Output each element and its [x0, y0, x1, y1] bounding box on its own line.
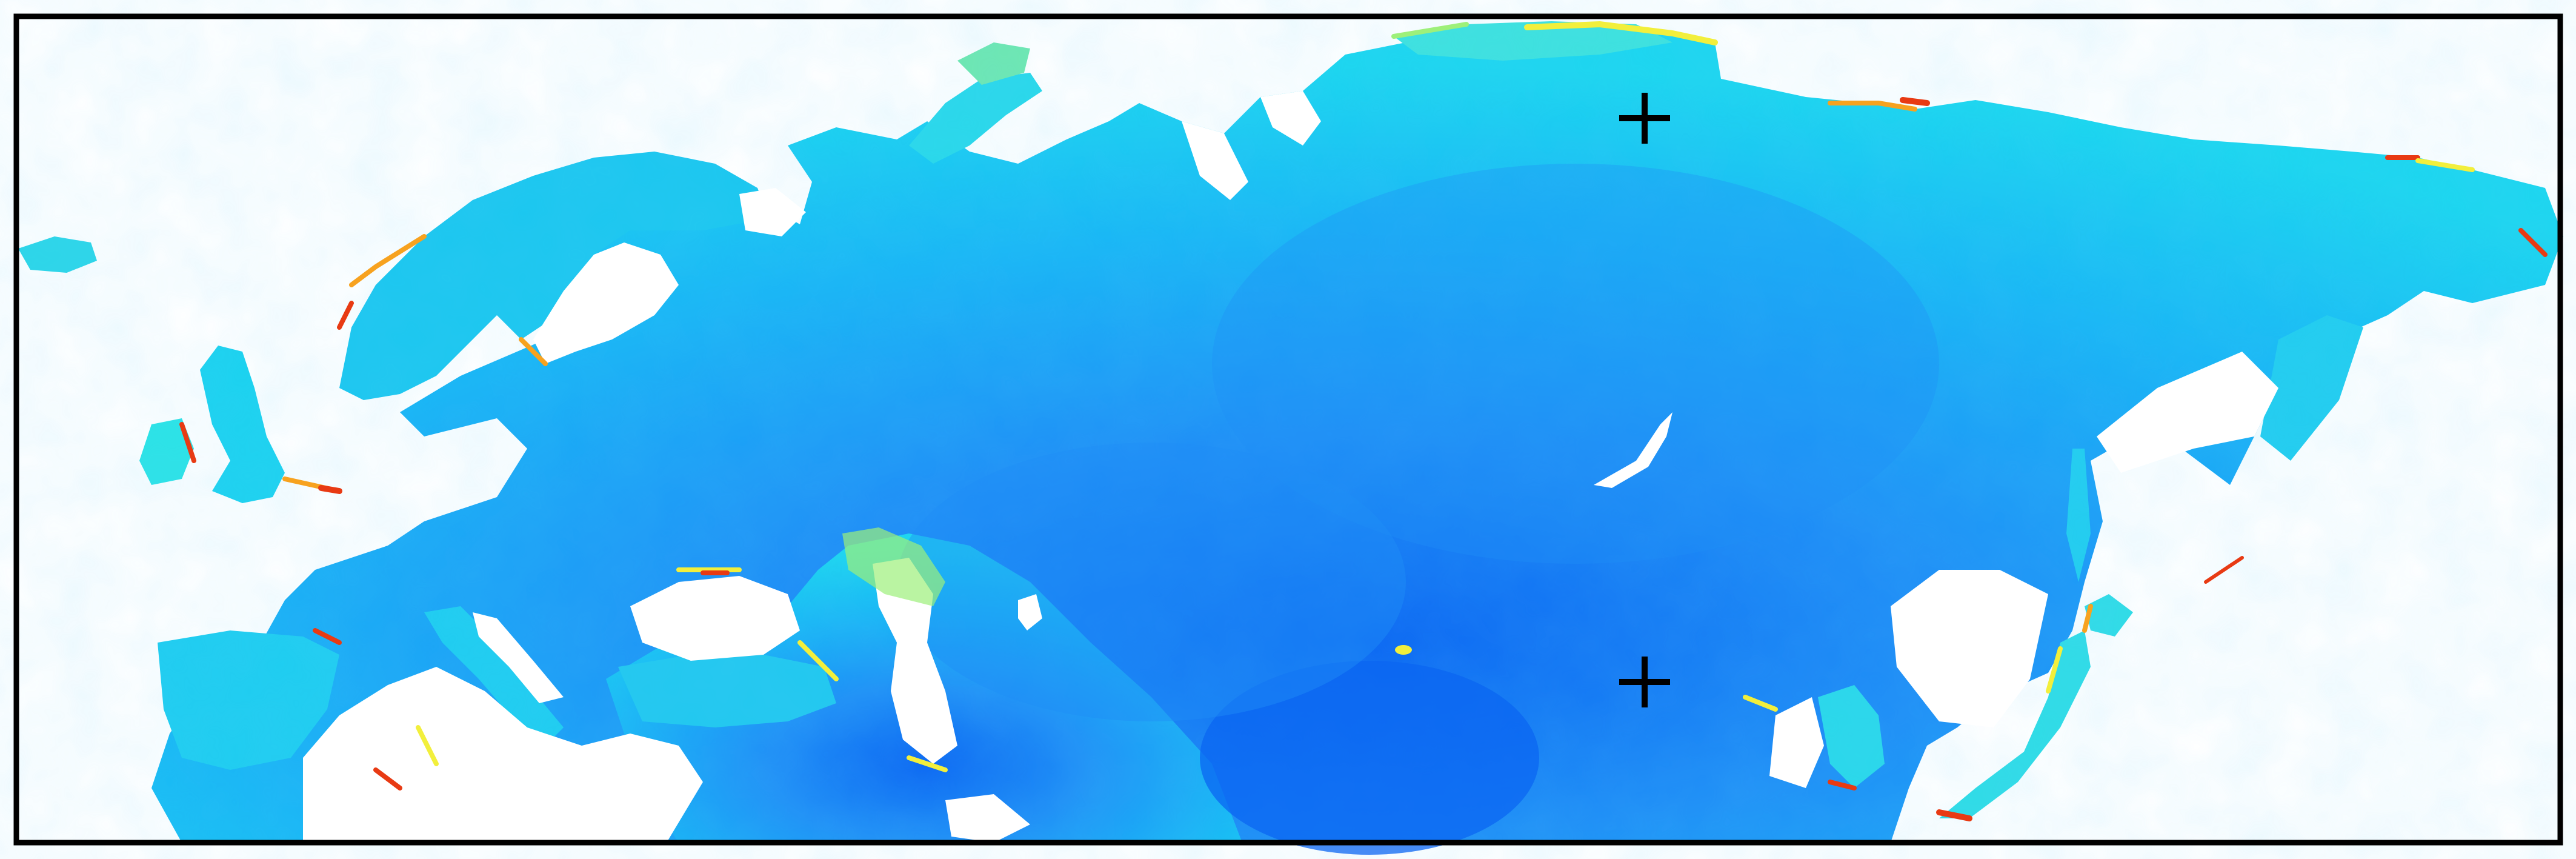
- hot-spot: [1395, 645, 1412, 655]
- caspian-lowland: [842, 527, 945, 606]
- coastal-high-values: [179, 21, 2548, 821]
- yellow-sea: [1769, 697, 1824, 788]
- lake-baikal: [1594, 412, 1672, 488]
- sea-of-okhotsk: [2097, 352, 2278, 473]
- sea-of-japan: [1891, 570, 2048, 727]
- arctic-ocean-bay-yenisei: [1260, 91, 1321, 145]
- map-frame-border: [13, 13, 2563, 846]
- white-sea: [739, 188, 806, 236]
- aral-sea: [1018, 594, 1042, 630]
- mediterranean-sea: [303, 667, 703, 843]
- central-asia-low: [897, 443, 1406, 721]
- siberia-low: [1212, 164, 1939, 564]
- north-marker: [1619, 93, 1670, 144]
- arctic-ocean-bay-ob: [1182, 121, 1248, 200]
- black-sea: [630, 576, 800, 661]
- caspian-sea: [873, 558, 957, 764]
- tibetan-plateau: [1200, 661, 1539, 855]
- south-marker: [1619, 657, 1670, 707]
- baltic-sea: [533, 242, 679, 364]
- persian-gulf: [945, 794, 1030, 843]
- adriatic-sea: [473, 612, 564, 703]
